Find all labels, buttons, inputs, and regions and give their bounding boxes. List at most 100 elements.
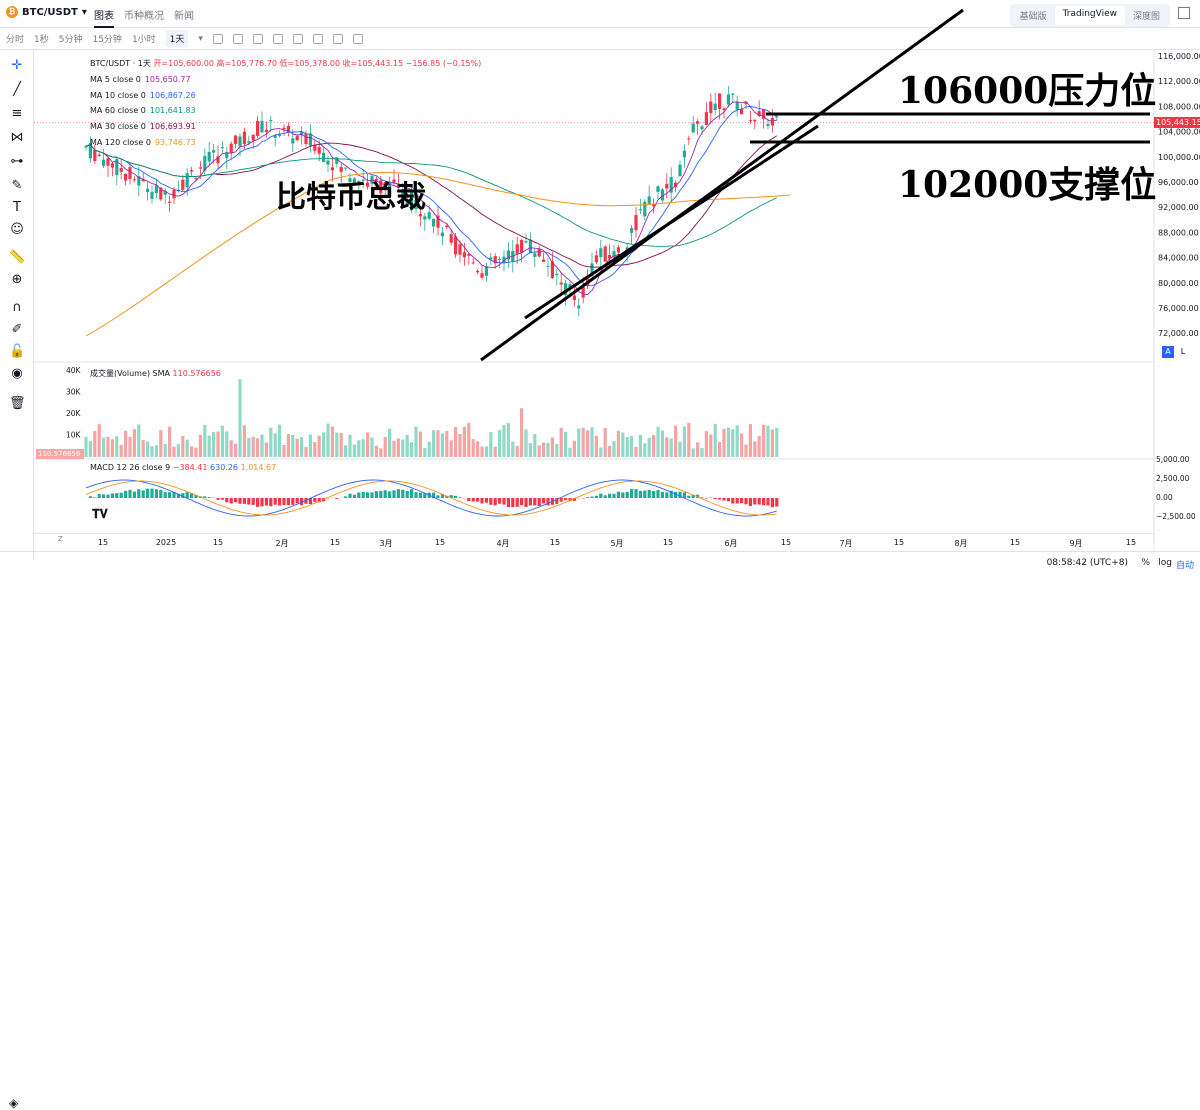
macd-bar: [511, 498, 514, 507]
auto-scale-button[interactable]: A: [1162, 346, 1174, 358]
volume-bar: [700, 448, 703, 457]
volume-bar: [221, 426, 224, 457]
volume-bar: [384, 437, 387, 457]
volume-bar: [269, 428, 272, 457]
volume-bar: [230, 440, 233, 457]
macd-tick: −2,500.00: [1156, 512, 1196, 521]
price-tick: 112,000.00: [1158, 77, 1200, 86]
macd-bar: [98, 494, 101, 498]
volume-bar: [353, 445, 356, 457]
candle-body: [617, 247, 620, 252]
candle-body: [700, 126, 703, 129]
macd-bar: [542, 498, 545, 503]
volume-bar: [419, 432, 422, 457]
macd-bar: [498, 498, 501, 504]
macd-signal: 1,014.67: [241, 463, 277, 472]
macd-bar: [775, 498, 778, 507]
macd-bar: [353, 495, 356, 498]
macd-label: MACD 12 26 close 9: [90, 463, 170, 472]
candle-body: [428, 212, 431, 218]
macd-bar: [375, 491, 378, 498]
candle-body: [168, 202, 171, 203]
candle-body: [480, 273, 483, 277]
last-price-tag: 105,443.15: [1154, 117, 1200, 128]
ma-value: 101,641.83: [150, 106, 196, 115]
macd-bar: [216, 498, 219, 500]
volume-bar: [480, 447, 483, 457]
volume-bar: [208, 436, 211, 457]
volume-bar: [111, 439, 114, 457]
time-tick: 4月: [496, 538, 509, 549]
volume-bar: [626, 437, 629, 457]
volume-bar: [243, 425, 246, 457]
macd-bar: [502, 498, 505, 505]
zoom-reset-button[interactable]: Z: [58, 535, 63, 543]
candle-body: [190, 170, 193, 171]
macd-bar: [243, 498, 246, 504]
volume-bar: [498, 430, 501, 457]
macd-bar: [634, 489, 637, 498]
macd-bar: [410, 489, 413, 498]
macd-bar: [260, 498, 263, 506]
upper-trendline: [481, 10, 963, 360]
volume-bar: [93, 431, 96, 457]
time-tick: 15: [98, 538, 108, 547]
macd-bar: [282, 498, 285, 505]
macd-bar: [392, 490, 395, 498]
log-scale-button[interactable]: L: [1177, 346, 1189, 358]
volume-bar: [524, 429, 527, 457]
log-toggle[interactable]: log: [1158, 558, 1172, 568]
macd-bar: [608, 494, 611, 498]
time-tick: 9月: [1069, 538, 1082, 549]
volume-bar: [687, 423, 690, 457]
time-tick: 15: [330, 538, 340, 547]
volume-tick: 20K: [66, 409, 82, 418]
time-tick: 15: [663, 538, 673, 547]
candle-body: [718, 93, 721, 108]
resistance-annotation: 106000压力位: [898, 62, 1156, 114]
volume-bar: [696, 442, 699, 457]
macd-bar: [278, 498, 281, 506]
macd-bar: [643, 491, 646, 498]
macd-bar: [714, 498, 717, 499]
volume-bar: [643, 443, 646, 457]
time-tick: 15: [1010, 538, 1020, 547]
macd-bar: [494, 498, 497, 505]
time-tick: 2025: [156, 538, 176, 547]
macd-bar: [480, 498, 483, 503]
candle-body: [727, 94, 730, 104]
candle-body: [124, 174, 127, 181]
candle-body: [423, 216, 426, 219]
macd-bar: [406, 491, 409, 498]
candle-body: [106, 158, 109, 165]
volume-bar: [621, 432, 624, 457]
auto-toggle[interactable]: 自动: [1176, 558, 1194, 571]
macd-bar: [612, 494, 615, 498]
candle-body: [749, 120, 752, 121]
candle-body: [630, 228, 633, 233]
macd-bar: [384, 490, 387, 498]
volume-bar: [714, 424, 717, 457]
price-tick: 96,000.00: [1158, 178, 1199, 187]
macd-bar: [265, 498, 268, 506]
candle-body: [599, 248, 602, 257]
volume-bar: [102, 438, 105, 457]
volume-bar: [89, 441, 92, 457]
candle-body: [546, 266, 549, 267]
volume-bar: [388, 429, 391, 457]
volume-bar: [775, 428, 778, 457]
candle-body: [771, 118, 774, 125]
macd-bar: [639, 491, 642, 498]
macd-bar: [538, 498, 541, 506]
macd-bar: [225, 498, 228, 502]
candle-body: [498, 259, 501, 260]
percent-toggle[interactable]: %: [1141, 558, 1150, 568]
layers-icon[interactable]: ◈: [9, 1096, 18, 1110]
macd-bar: [648, 490, 651, 498]
